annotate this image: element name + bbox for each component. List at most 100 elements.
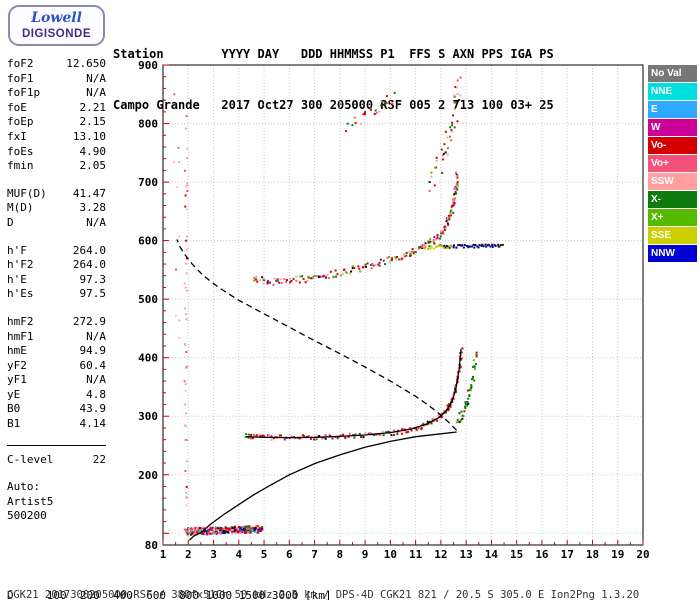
param-value: 272.9: [72, 314, 106, 328]
y-tick-label: 400: [138, 352, 158, 365]
parameter-row: M(D) 3.28: [7, 201, 106, 216]
param-label: fxI: [7, 129, 27, 143]
param-label: foEs: [7, 144, 34, 158]
x-tick-label: 5: [261, 548, 268, 561]
y-tick-label: 700: [138, 176, 158, 189]
parameter-row: hmF2 272.9: [7, 315, 106, 330]
param-value: 2.15: [79, 115, 107, 129]
trace-multi-hop-scatter-mid: [345, 91, 396, 133]
header-column-titles: Station YYYY DAY DDD HHMMSS P1 FFS S AXN…: [113, 47, 554, 61]
parameter-row: yF1 N/A: [7, 373, 106, 388]
x-tick-label: 18: [586, 548, 599, 561]
parameter-row: h'F2 264.0: [7, 258, 106, 273]
x-tick-label: 12: [434, 548, 447, 561]
parameter-row: Artist5: [7, 495, 106, 510]
parameter-row: foF1p N/A: [7, 86, 106, 101]
param-label: foF1: [7, 71, 34, 85]
legend-item-x+: X+: [648, 209, 697, 226]
parameter-row: fxI 13.10: [7, 130, 106, 145]
footer-info: CGK21_2017300205000.RSF / 380fx51Ch 50 k…: [7, 589, 640, 600]
y-tick-label: 200: [138, 469, 158, 482]
parameter-row: foF1 N/A: [7, 72, 106, 87]
param-value: N/A: [86, 373, 106, 387]
y-tick-label: 900: [138, 59, 158, 72]
distance-row: D 100 200 400 600 800 1000 1500 3000 [km…: [7, 589, 332, 600]
param-value: 22: [92, 452, 106, 466]
x-tick-label: 4: [235, 548, 242, 561]
y-tick-label: 800: [138, 118, 158, 131]
parameter-row: MUF(D) 41.47: [7, 187, 106, 202]
param-label: foEp: [7, 115, 34, 129]
parameter-row: B1 4.14: [7, 417, 106, 432]
x-tick-label: 9: [362, 548, 369, 561]
parameter-row: Auto:: [7, 480, 106, 495]
param-value: 13.10: [72, 129, 106, 143]
parameter-group: h'F 264.0 h'F2 264.0 h'E 97.3 h'Es 97.5: [7, 244, 106, 302]
parameter-row: 500200: [7, 509, 106, 524]
param-value: N/A: [86, 86, 106, 100]
parameter-row: fmin 2.05: [7, 159, 106, 174]
y-tick-label: 600: [138, 235, 158, 248]
parameter-row: hmE 94.9: [7, 344, 106, 359]
legend-item-x-: X-: [648, 191, 697, 208]
param-label: MUF(D): [7, 186, 47, 200]
param-value: 4.14: [79, 417, 107, 431]
param-label: D: [7, 215, 14, 229]
logo-digisonde-text: DIGISONDE: [21, 28, 92, 40]
param-label: yF2: [7, 358, 27, 372]
curve-topside-profile-extrapolation: [176, 239, 458, 431]
x-tick-label: 19: [611, 548, 624, 561]
param-label: Auto:: [7, 480, 41, 494]
x-tick-label: 8: [337, 548, 344, 561]
parameter-group: MUF(D) 41.47 M(D) 3.28 D N/A: [7, 187, 106, 231]
param-label: hmF1: [7, 329, 34, 343]
param-label: M(D): [7, 201, 34, 215]
parameter-group: Auto: Artist5 500200: [7, 480, 106, 524]
x-tick-label: 17: [561, 548, 574, 561]
parameter-row: h'Es 97.5: [7, 287, 106, 302]
param-value: 4.8: [86, 387, 106, 401]
param-label: B1: [7, 417, 21, 431]
parameter-row: foEs 4.90: [7, 145, 106, 160]
param-value: 97.5: [79, 287, 107, 301]
param-value: N/A: [86, 215, 106, 229]
param-value: 43.9: [79, 402, 107, 416]
param-value: 264.0: [72, 243, 106, 257]
y-tick-label: 80: [145, 539, 158, 552]
param-label: foF1p: [7, 86, 41, 100]
grid: [163, 65, 643, 545]
parameter-row: foE 2.21: [7, 101, 106, 116]
legend-item-nnw: NNW: [648, 245, 697, 262]
curve-fitted-o-trace: [246, 348, 462, 439]
parameter-row: B0 43.9: [7, 402, 106, 417]
param-label: yF1: [7, 373, 27, 387]
x-tick-label: 16: [535, 548, 549, 561]
curve-true-height-profile: [189, 431, 457, 541]
trace-second-hop-yellow-cluster: [423, 244, 452, 250]
direction-color-legend: No Val NNE E W Vo- Vo+ SSW X- X+ SSE NNW: [648, 65, 697, 263]
param-label: h'F2: [7, 258, 34, 272]
param-label: hmF2: [7, 314, 34, 328]
param-value: 2.21: [79, 100, 107, 114]
parameter-row: yE 4.8: [7, 388, 106, 403]
param-value: 97.3: [79, 272, 107, 286]
trace-x-trace-tail: [455, 351, 478, 424]
legend-item-nne: NNE: [648, 83, 697, 100]
trace-es-layer-band: [183, 525, 264, 536]
axes: 1 2 3 4 5 6 7 8 9 10 11 12 13 14 15 16 17 18 19 20900800700…: [138, 59, 650, 561]
param-value: N/A: [86, 329, 106, 343]
trace-f-region-second-hop: [253, 171, 460, 286]
x-tick-label: 1: [160, 548, 167, 561]
param-label: yE: [7, 387, 21, 401]
param-label: fmin: [7, 159, 34, 173]
trace-multi-hop-rising-tail: [428, 76, 462, 192]
legend-item-ssw: SSW: [648, 173, 697, 190]
legend-item-vo-: Vo-: [648, 137, 697, 154]
parameter-group: hmF2 272.9 hmF1 N/A hmE 94.9 yF2 60.4 yF1 N/A yE 4.…: [7, 315, 106, 432]
param-value: 60.4: [79, 358, 107, 372]
parameter-row: D N/A: [7, 216, 106, 231]
parameter-row: yF2 60.4: [7, 359, 106, 374]
x-tick-label: 14: [485, 548, 499, 561]
